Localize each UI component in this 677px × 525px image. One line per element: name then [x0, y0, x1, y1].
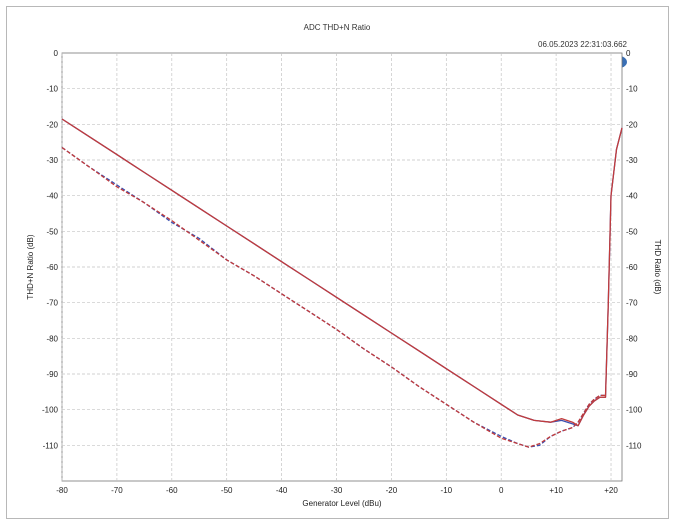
y-tick-label: -90 [46, 370, 58, 379]
y-tick-label-right: -90 [626, 370, 638, 379]
y-tick-label-right: -40 [626, 192, 638, 201]
y-axis-label-left: THD+N Ratio (dB) [26, 234, 35, 299]
thdn-series-line [61, 118, 623, 427]
y-tick-labels-left: 0 -10 -20 -30 -40 -50 -60 -70 -80 -90 -100 -110 [42, 49, 59, 450]
y-tick-label-right: -70 [626, 299, 638, 308]
y-axis-label-right: THD Ratio (dB) [653, 240, 662, 295]
x-tick-label: +20 [604, 486, 618, 495]
timestamp: 06.05.2023 22:31:03.662 [538, 40, 628, 49]
y-tick-labels-right: 0 -10 -20 -30 -40 -50 -60 -70 -80 -90 -100 -110 [626, 49, 643, 450]
x-tick-label: -20 [386, 486, 398, 495]
series-lines [61, 118, 623, 448]
y-tick-label: -110 [43, 441, 59, 450]
y-tick-label: -100 [42, 406, 59, 415]
y-tick-label-right: -80 [626, 334, 638, 343]
y-tick-label-right: 0 [626, 49, 631, 58]
x-tick-label: -80 [56, 486, 68, 495]
x-tick-label: -30 [331, 486, 343, 495]
y-tick-label: -30 [46, 156, 58, 165]
x-tick-label: +10 [549, 486, 563, 495]
y-tick-label-right: -10 [626, 85, 638, 94]
chart-frame: ADC THD+N Ratio 06.05.2023 22:31:03.662 … [6, 6, 669, 519]
x-axis-label: Generator Level (dBu) [302, 499, 381, 508]
x-tick-label: -40 [276, 486, 288, 495]
y-tick-label: -40 [46, 192, 58, 201]
y-tick-label: -50 [46, 227, 58, 236]
thdn-chart: ADC THD+N Ratio 06.05.2023 22:31:03.662 … [26, 23, 662, 508]
x-tick-label: 0 [499, 486, 504, 495]
y-tick-label: -80 [46, 334, 58, 343]
y-tick-label-right: -30 [626, 156, 638, 165]
y-tick-label: -60 [46, 263, 58, 272]
y-tick-label-right: -20 [626, 120, 638, 129]
y-tick-label-right: -50 [626, 227, 638, 236]
y-tick-label: -70 [46, 299, 58, 308]
grid-lines [61, 53, 622, 481]
x-tick-label: -50 [221, 486, 233, 495]
y-tick-label: -10 [46, 85, 58, 94]
y-tick-label: -20 [46, 120, 58, 129]
x-tick-label: -60 [166, 486, 178, 495]
y-tick-label: 0 [54, 49, 59, 58]
y-tick-label-right: -60 [626, 263, 638, 272]
y-tick-label-right: -110 [626, 441, 642, 450]
x-tick-label: -70 [111, 486, 123, 495]
y-tick-label-right: -100 [626, 406, 643, 415]
chart-title: ADC THD+N Ratio [304, 23, 371, 32]
thd-series-line [61, 146, 606, 448]
x-tick-label: -10 [441, 486, 453, 495]
x-tick-labels: -80 -70 -60 -50 -40 -30 -20 -10 0 +10 +20 [56, 486, 618, 495]
